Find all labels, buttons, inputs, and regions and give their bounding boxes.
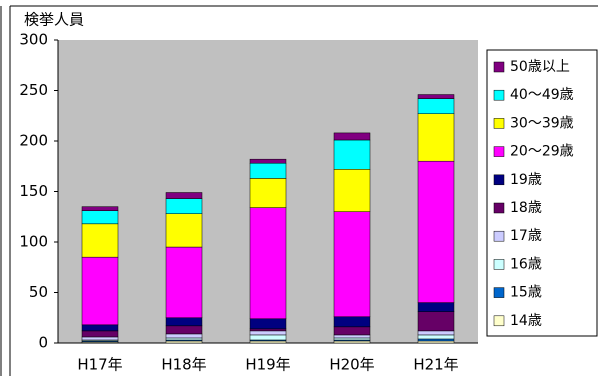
legend-label: 40～49歳	[510, 87, 574, 103]
bar-segment	[165, 333, 203, 339]
legend-swatch	[493, 315, 505, 327]
legend-label: 19歳	[510, 172, 542, 188]
bar-segment	[333, 326, 371, 336]
x-tick-label: H18年	[161, 356, 206, 374]
bar-segment	[417, 330, 455, 336]
legend-swatch	[493, 287, 505, 298]
legend-label: 17歳	[510, 228, 542, 244]
bar-segment	[81, 206, 119, 211]
bar-segment	[165, 192, 203, 199]
bar-segment	[249, 334, 287, 341]
bar-segment	[249, 158, 287, 164]
y-tick-label: 150	[19, 182, 48, 200]
bar-segment	[333, 340, 371, 344]
x-tick-label: H19年	[245, 356, 290, 374]
bar-segment	[333, 316, 371, 328]
bar-segment	[333, 139, 371, 170]
bar-segment	[165, 198, 203, 214]
bar-segment	[333, 132, 371, 141]
bar-segment	[249, 330, 287, 336]
y-tick-label: 50	[29, 283, 48, 301]
legend-swatch	[493, 118, 505, 129]
legend-label: 14歳	[510, 313, 542, 329]
bar-segment	[81, 324, 119, 332]
y-axis-label: 検挙人員	[24, 11, 84, 29]
bar-segment	[417, 338, 455, 342]
bar-segment	[249, 318, 287, 330]
y-tick-label: 0	[38, 334, 48, 352]
bar-segment	[417, 340, 455, 344]
legend-swatch	[493, 230, 505, 242]
bar-segment	[333, 211, 371, 317]
y-tick-label: 100	[19, 233, 48, 251]
bar-segment	[81, 330, 119, 338]
x-tick-label: H21年	[413, 356, 458, 374]
legend-swatch	[493, 146, 505, 157]
y-tick-label: 200	[19, 132, 48, 150]
bar-segment	[81, 210, 119, 225]
legend-label: 16歳	[510, 256, 542, 272]
bar-segment	[165, 337, 203, 341]
legend-swatch	[493, 202, 505, 214]
bar-segment	[165, 213, 203, 248]
bar-segment	[417, 113, 455, 162]
bar-segment	[165, 325, 203, 335]
bar-segment	[333, 337, 371, 341]
bar-segment	[165, 317, 203, 327]
legend-box	[486, 49, 598, 337]
bar-segment	[249, 328, 287, 332]
bar-segment	[81, 223, 119, 258]
x-tick-label: H20年	[329, 356, 374, 374]
legend-swatch	[493, 61, 505, 73]
bar-segment	[417, 302, 455, 312]
bar-segment	[417, 311, 455, 332]
legend-swatch	[493, 89, 505, 101]
bar-segment	[81, 256, 119, 326]
legend-swatch	[493, 174, 505, 186]
legend-label: 50歳以上	[510, 59, 570, 75]
bar-segment	[417, 98, 455, 114]
bar-segment	[417, 160, 455, 303]
bar-segment	[249, 162, 287, 179]
legend-swatch	[493, 259, 505, 270]
legend-label: 30～39歳	[510, 115, 574, 131]
bar-segment	[165, 246, 203, 318]
legend-label: 20～29歳	[510, 144, 574, 160]
bar-segment	[81, 336, 119, 341]
bar-segment	[333, 169, 371, 212]
y-tick-label: 300	[19, 31, 48, 49]
bar-segment	[165, 340, 203, 344]
x-tick-label: H17年	[77, 356, 122, 374]
bar-segment	[249, 340, 287, 344]
legend-label: 15歳	[510, 285, 542, 301]
bar-segment	[417, 94, 455, 99]
bar-segment	[417, 334, 455, 340]
bar-segment	[333, 334, 371, 339]
bar-segment	[249, 207, 287, 320]
bar-segment	[249, 178, 287, 208]
y-tick-label: 250	[19, 81, 48, 99]
legend-label: 18歳	[510, 200, 542, 216]
